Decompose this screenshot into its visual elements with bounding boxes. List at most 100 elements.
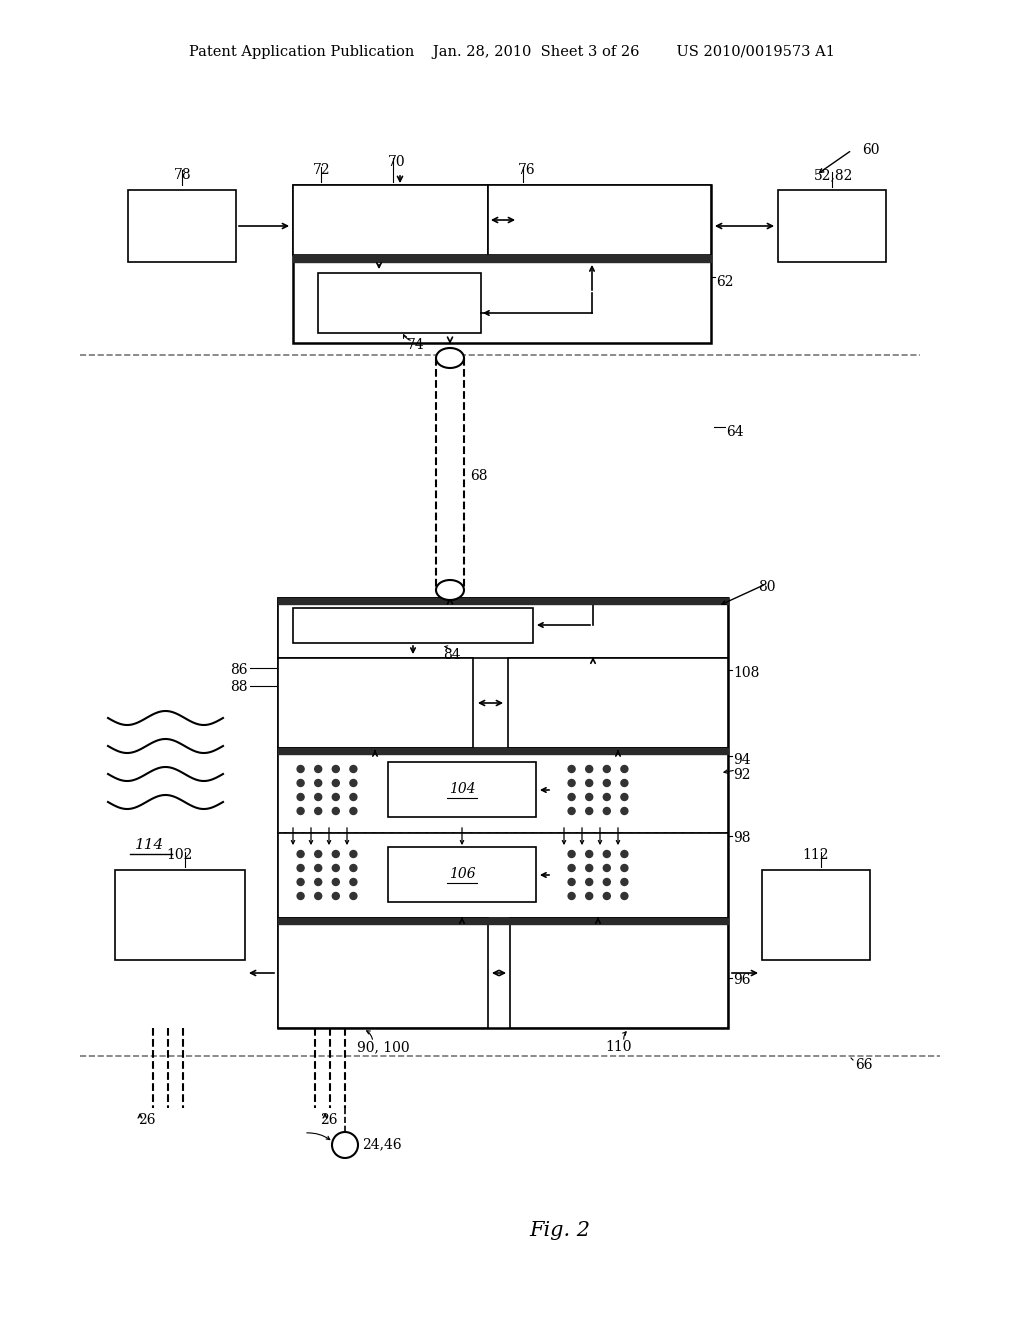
Circle shape bbox=[297, 892, 304, 899]
Circle shape bbox=[603, 766, 610, 772]
Text: 24,46: 24,46 bbox=[362, 1137, 401, 1151]
Circle shape bbox=[333, 766, 339, 772]
Circle shape bbox=[586, 780, 593, 787]
Text: Patent Application Publication    Jan. 28, 2010  Sheet 3 of 26        US 2010/00: Patent Application Publication Jan. 28, … bbox=[189, 45, 835, 59]
Circle shape bbox=[603, 793, 610, 800]
Bar bbox=[115, 870, 245, 960]
Circle shape bbox=[297, 879, 304, 886]
Circle shape bbox=[586, 865, 593, 871]
Circle shape bbox=[603, 780, 610, 787]
Circle shape bbox=[586, 808, 593, 814]
Circle shape bbox=[603, 850, 610, 858]
Bar bbox=[278, 657, 473, 748]
Text: 84: 84 bbox=[443, 648, 461, 663]
Text: 70: 70 bbox=[388, 154, 406, 169]
Circle shape bbox=[586, 879, 593, 886]
Circle shape bbox=[603, 892, 610, 899]
Circle shape bbox=[314, 793, 322, 800]
Bar bbox=[278, 917, 488, 1028]
Circle shape bbox=[350, 850, 357, 858]
Text: 92: 92 bbox=[733, 768, 751, 781]
Circle shape bbox=[586, 766, 593, 772]
Circle shape bbox=[586, 892, 593, 899]
Text: 76: 76 bbox=[518, 162, 536, 177]
Text: 66: 66 bbox=[855, 1059, 872, 1072]
Ellipse shape bbox=[436, 348, 464, 368]
Circle shape bbox=[603, 865, 610, 871]
Circle shape bbox=[333, 793, 339, 800]
Text: 26: 26 bbox=[319, 1113, 338, 1127]
Circle shape bbox=[314, 766, 322, 772]
Circle shape bbox=[297, 808, 304, 814]
Text: 96: 96 bbox=[733, 973, 751, 987]
Bar bbox=[293, 609, 534, 643]
Bar bbox=[778, 190, 886, 261]
Circle shape bbox=[350, 879, 357, 886]
Bar bbox=[128, 190, 236, 261]
Circle shape bbox=[621, 879, 628, 886]
Bar bbox=[388, 762, 536, 817]
Text: 52,82: 52,82 bbox=[814, 168, 853, 182]
Text: 88: 88 bbox=[230, 680, 248, 694]
Ellipse shape bbox=[436, 579, 464, 601]
Text: 68: 68 bbox=[470, 469, 487, 483]
Circle shape bbox=[333, 780, 339, 787]
Text: 78: 78 bbox=[174, 168, 191, 182]
Text: 104: 104 bbox=[449, 781, 475, 796]
Circle shape bbox=[350, 793, 357, 800]
Circle shape bbox=[297, 793, 304, 800]
Circle shape bbox=[621, 892, 628, 899]
Text: 60: 60 bbox=[862, 143, 880, 157]
Circle shape bbox=[333, 850, 339, 858]
Circle shape bbox=[350, 808, 357, 814]
Circle shape bbox=[314, 780, 322, 787]
Text: 90, 100: 90, 100 bbox=[356, 1040, 410, 1053]
Circle shape bbox=[314, 879, 322, 886]
Text: 26: 26 bbox=[138, 1113, 156, 1127]
Circle shape bbox=[603, 879, 610, 886]
Bar bbox=[278, 748, 728, 833]
Circle shape bbox=[568, 879, 575, 886]
Circle shape bbox=[333, 879, 339, 886]
Text: 110: 110 bbox=[606, 1040, 632, 1053]
Circle shape bbox=[621, 865, 628, 871]
Circle shape bbox=[314, 850, 322, 858]
Text: 112: 112 bbox=[803, 847, 829, 862]
Circle shape bbox=[568, 766, 575, 772]
Circle shape bbox=[621, 793, 628, 800]
Text: 98: 98 bbox=[733, 832, 751, 845]
Text: 74: 74 bbox=[407, 338, 425, 352]
Bar bbox=[293, 185, 711, 343]
Circle shape bbox=[621, 766, 628, 772]
Circle shape bbox=[586, 793, 593, 800]
Circle shape bbox=[350, 865, 357, 871]
Circle shape bbox=[314, 865, 322, 871]
Circle shape bbox=[333, 808, 339, 814]
Text: 94: 94 bbox=[733, 752, 751, 767]
Circle shape bbox=[297, 766, 304, 772]
Circle shape bbox=[333, 892, 339, 899]
Circle shape bbox=[314, 808, 322, 814]
Circle shape bbox=[568, 780, 575, 787]
Bar bbox=[508, 657, 728, 748]
Bar bbox=[762, 870, 870, 960]
Circle shape bbox=[350, 892, 357, 899]
Text: 86: 86 bbox=[230, 663, 248, 677]
Circle shape bbox=[297, 780, 304, 787]
Circle shape bbox=[297, 850, 304, 858]
Bar bbox=[293, 185, 488, 255]
Circle shape bbox=[586, 850, 593, 858]
Bar bbox=[388, 847, 536, 902]
Circle shape bbox=[568, 793, 575, 800]
Circle shape bbox=[621, 808, 628, 814]
Text: Fig. 2: Fig. 2 bbox=[529, 1221, 591, 1239]
Circle shape bbox=[314, 892, 322, 899]
Circle shape bbox=[350, 780, 357, 787]
Text: 106: 106 bbox=[449, 867, 475, 880]
Circle shape bbox=[621, 780, 628, 787]
Circle shape bbox=[603, 808, 610, 814]
Text: 80: 80 bbox=[758, 579, 775, 594]
Circle shape bbox=[568, 865, 575, 871]
Circle shape bbox=[568, 892, 575, 899]
Text: 102: 102 bbox=[167, 847, 194, 862]
